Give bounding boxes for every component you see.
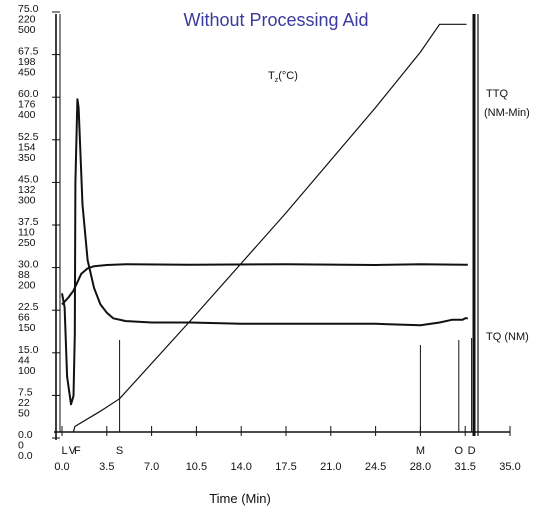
y-tick-label: 15.0	[18, 344, 39, 356]
y-tick-label: 0.0	[18, 429, 33, 441]
temperature-line	[72, 23, 467, 433]
y-tick-label: 450	[18, 67, 36, 79]
y-tick-label: 67.5	[18, 46, 39, 58]
temperature-unit: (°C)	[278, 70, 298, 82]
event-marker-label: V	[69, 445, 77, 457]
y-tick-label: 44	[18, 354, 30, 366]
y-tick-label: 200	[18, 280, 36, 292]
y-tick-label: 150	[18, 322, 36, 334]
event-markers: L VF S M O D	[61, 338, 476, 457]
y-tick-label: 110	[18, 227, 35, 239]
x-tick-label: 14.0	[230, 461, 251, 473]
event-marker-label: F	[74, 445, 81, 457]
x-axis-tick-labels: 0.0 3.5 7.0 10.5 14.0 17.5 21.0 24.5 28.0 31.5 35.…	[54, 426, 521, 473]
series-lines	[61, 23, 468, 433]
temperature-label: Tz(°C)	[268, 70, 298, 84]
x-tick-label: 24.5	[365, 461, 386, 473]
event-marker-label: L	[61, 445, 67, 457]
y-tick-label: 250	[18, 237, 36, 249]
y-tick-label: 7.5	[18, 386, 33, 398]
event-marker-label: S	[116, 445, 123, 457]
event-marker-label: O	[455, 445, 464, 457]
y-tick-label: 22	[18, 397, 30, 409]
y-tick-label: 300	[18, 194, 36, 206]
y-axis-tick-labels: 75.022050067.519845060.017640052.5154350…	[18, 3, 60, 462]
y-tick-label: 66	[18, 312, 30, 324]
y-tick-label: 60.0	[18, 88, 39, 100]
y-tick-label: 30.0	[18, 259, 39, 271]
y-tick-label: 100	[18, 365, 36, 377]
y-tick-label: 154	[18, 141, 36, 153]
tq-line	[61, 98, 468, 406]
y-tick-label: 198	[18, 56, 36, 68]
x-tick-label: 0.0	[54, 461, 69, 473]
temperature-subscript: z	[275, 77, 279, 84]
y-tick-label: 52.5	[18, 131, 39, 143]
y-tick-label: 22.5	[18, 301, 39, 313]
x-tick-label: 17.5	[275, 461, 296, 473]
y-tick-label: 176	[18, 99, 36, 111]
x-tick-label: 3.5	[99, 461, 114, 473]
y-tick-label: 0	[18, 440, 24, 452]
x-tick-label: 35.0	[499, 461, 520, 473]
x-tick-label: 10.5	[186, 461, 207, 473]
y-tick-label: 88	[18, 269, 30, 281]
y-tick-label: 220	[18, 14, 36, 26]
y-tick-label: 350	[18, 152, 36, 164]
chart-title: Without Processing Aid	[183, 10, 368, 30]
y-tick-label: 132	[18, 184, 36, 196]
event-marker-label: M	[416, 445, 425, 457]
y-tick-label: 37.5	[18, 216, 39, 228]
y-tick-label: 500	[18, 24, 36, 36]
x-axis-label: Time (Min)	[209, 491, 271, 506]
y-tick-label: 0.0	[18, 450, 33, 462]
ttq-line	[61, 263, 468, 306]
ttq-label: TTQ	[486, 88, 508, 100]
y-tick-label: 50	[18, 407, 30, 419]
axes	[54, 14, 510, 440]
y-tick-label: 75.0	[18, 3, 39, 15]
x-tick-label: 7.0	[144, 461, 159, 473]
x-tick-label: 21.0	[320, 461, 341, 473]
temperature-annotation: Tz(°C)	[268, 70, 298, 84]
y-tick-label: 45.0	[18, 173, 39, 185]
event-marker-label: D	[468, 445, 476, 457]
ttq-unit-label: (NM-Min)	[484, 107, 530, 119]
tq-label: TQ (NM)	[486, 331, 529, 343]
y-tick-label: 400	[18, 109, 36, 121]
x-tick-label: 28.0	[410, 461, 431, 473]
x-tick-label: 31.5	[454, 461, 475, 473]
